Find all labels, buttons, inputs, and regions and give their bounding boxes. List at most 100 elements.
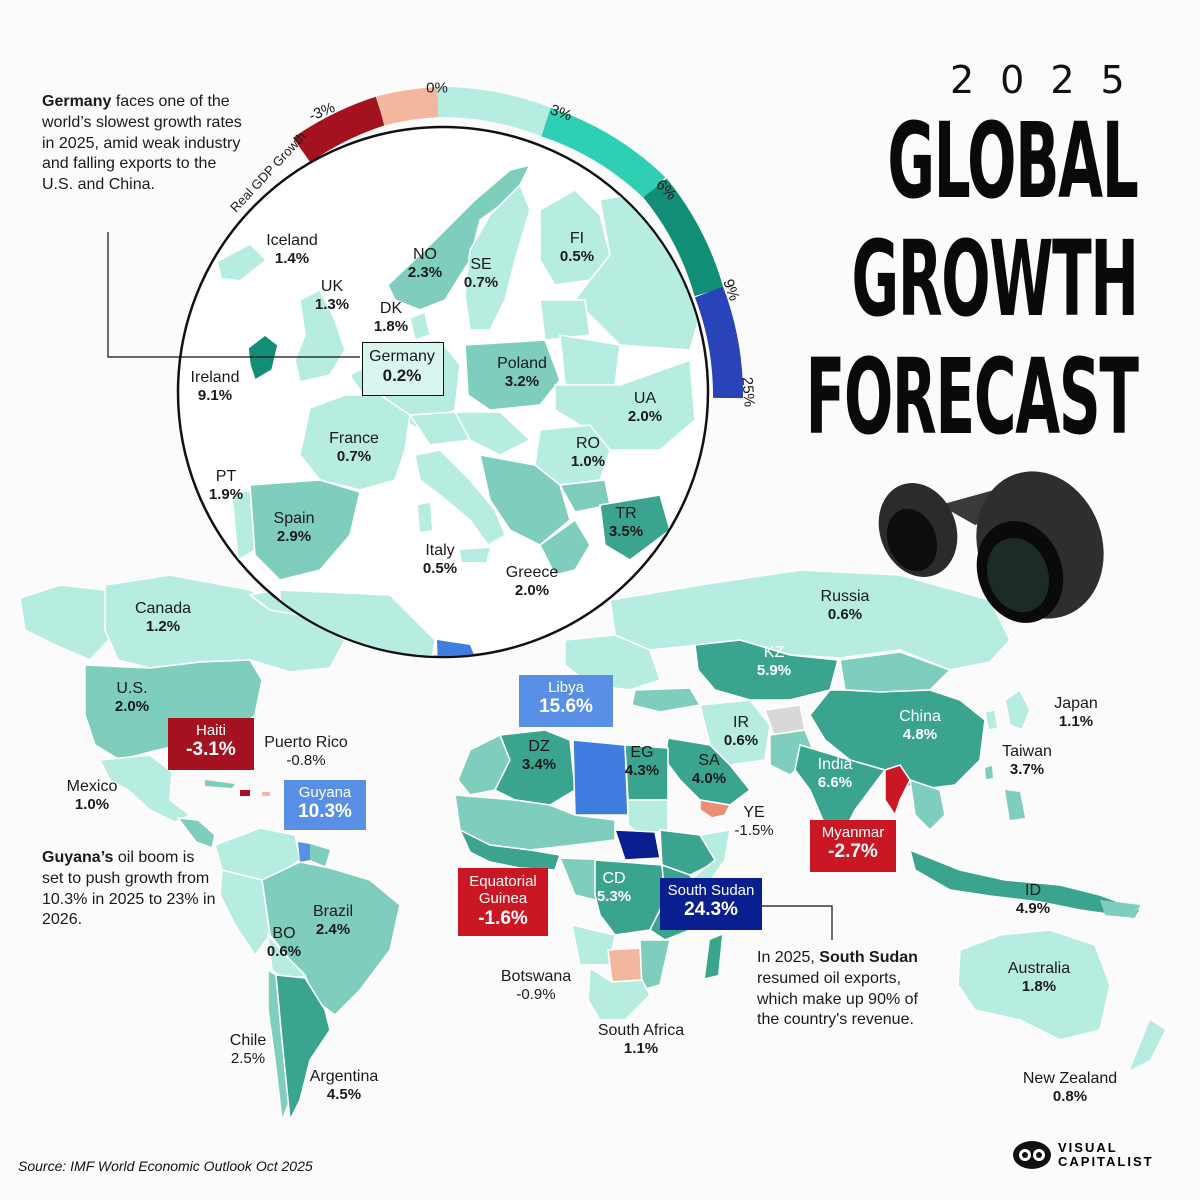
germany-note-bold: Germany <box>42 93 112 110</box>
label-turkey: TR 3.5% <box>608 505 644 541</box>
country-taiwan <box>985 766 993 779</box>
libya-tag: Libya 15.6% <box>519 675 613 727</box>
label-ireland: Ireland 9.1% <box>190 369 240 405</box>
title-line-3: FORECAST <box>805 336 1139 458</box>
legend-arc <box>293 86 744 399</box>
country-japan <box>1004 688 1031 731</box>
eurasia <box>564 569 1142 919</box>
label-mexico: Mexico 1.0% <box>66 778 118 814</box>
label-canada: Canada 1.2% <box>134 600 192 636</box>
country-png <box>1100 900 1140 918</box>
label-argentina: Argentina 4.5% <box>309 1068 379 1104</box>
label-norway: NO 2.3% <box>407 246 443 282</box>
guyana-tag: Guyana 10.3% <box>284 780 366 830</box>
inset-balkans <box>479 454 571 546</box>
country-suriname <box>310 844 330 866</box>
label-iran: IR 0.6% <box>723 714 759 750</box>
country-south-africa <box>587 966 651 1021</box>
oceania <box>957 900 1165 1070</box>
brand-line-1: VISUAL <box>1058 1140 1118 1156</box>
label-iceland: Iceland 1.4% <box>266 232 318 268</box>
legend-tick-25: 25% <box>738 376 758 408</box>
label-uk: UK 1.3% <box>314 278 350 314</box>
label-portugal: PT 1.9% <box>208 468 244 504</box>
label-india: India 6.6% <box>817 756 853 792</box>
country-peru <box>219 869 271 957</box>
haiti-tag: Haiti -3.1% <box>168 718 254 770</box>
label-finland: FI 0.5% <box>559 230 595 266</box>
country-new-zealand <box>1130 1020 1165 1070</box>
country-philippines <box>1005 790 1025 820</box>
country-myanmar <box>884 764 911 817</box>
country-canada <box>104 574 347 673</box>
label-australia: Australia 1.8% <box>1007 960 1071 996</box>
label-kazakhstan: KZ 5.9% <box>756 644 792 680</box>
myanmar-tag: Myanmar -2.7% <box>810 820 896 872</box>
label-romania: RO 1.0% <box>570 435 606 471</box>
title-year: 2025 <box>950 58 1151 102</box>
label-bolivia: BO 0.6% <box>266 925 302 961</box>
label-sweden: SE 0.7% <box>463 256 499 292</box>
label-spain: Spain 2.9% <box>273 510 315 546</box>
germany-leader-line <box>107 232 360 358</box>
inset-uk <box>294 288 346 383</box>
inset-sicily <box>460 548 490 562</box>
south-sudan-tag: South Sudan 24.3% <box>660 878 762 930</box>
inset-denmark <box>409 310 431 341</box>
label-denmark: DK 1.8% <box>373 300 409 336</box>
label-egypt: EG 4.3% <box>624 744 660 780</box>
inset-sardinia <box>418 503 432 532</box>
eq-guinea-tag: Equatorial Guinea -1.6% <box>458 868 548 936</box>
legend-band-high <box>643 178 724 297</box>
guyana-note-text: oil boom is set to push growth from 10.3… <box>42 849 216 929</box>
south-sudan-note-pre: In 2025, <box>757 949 820 966</box>
country-central-america <box>176 817 216 850</box>
inset-italy <box>414 449 506 546</box>
brand-logo: VISUAL CAPITALIST <box>1012 1140 1154 1170</box>
country-mozambique <box>639 939 671 991</box>
visual-capitalist-icon <box>1013 1141 1051 1169</box>
label-us: U.S. 2.0% <box>114 680 150 716</box>
guyana-note-bold: Guyana’s <box>42 849 114 866</box>
country-guyana <box>298 842 310 862</box>
inset-sweden <box>464 183 531 331</box>
legend-band-low <box>437 86 552 137</box>
guyana-note: Guyana’s oil boom is set to push growth … <box>42 848 217 931</box>
brand-line-2: CAPITALIST <box>1058 1154 1154 1169</box>
country-yemen <box>699 799 732 819</box>
title-line-2: GROWTH <box>851 218 1140 340</box>
label-taiwan: Taiwan 3.7% <box>1002 743 1052 779</box>
label-chile: Chile 2.5% <box>229 1032 267 1068</box>
country-turkey-mid <box>631 687 702 713</box>
germany-note: Germany faces one of the world’s slowest… <box>42 92 242 196</box>
country-alaska <box>19 584 119 661</box>
label-france: France 0.7% <box>329 430 379 466</box>
inset-libya <box>437 640 480 656</box>
source-text: Source: IMF World Economic Outlook Oct 2… <box>18 1158 313 1174</box>
label-italy: Italy 0.5% <box>422 542 458 578</box>
south-sudan-note-text: resumed oil exports, which make up 90% o… <box>757 969 918 1029</box>
africa <box>454 729 731 1021</box>
label-ukraine: UA 2.0% <box>627 390 663 426</box>
legend-band-negative-strong <box>293 96 386 163</box>
label-germany: Germany 0.2% <box>369 348 435 386</box>
leader-lines <box>107 232 833 940</box>
inset-turkey <box>599 494 671 561</box>
country-south-sudan <box>613 829 661 861</box>
south-sudan-leader-line <box>760 905 833 940</box>
legend-band-negative-mild <box>376 87 440 126</box>
country-west-africa <box>458 828 561 871</box>
label-botswana: Botswana -0.9% <box>500 968 572 1004</box>
label-yemen: YE -1.5% <box>734 804 774 840</box>
label-saudi: SA 4.0% <box>691 752 727 788</box>
germany-note-text: faces one of the world’s slowest growth … <box>42 93 242 194</box>
label-puerto-rico: Puerto Rico -0.8% <box>264 734 348 770</box>
inset-greece <box>539 518 591 576</box>
label-algeria: DZ 3.4% <box>521 738 557 774</box>
country-china <box>809 689 986 791</box>
binoculars-left-lens <box>886 508 938 572</box>
germany-callout-box <box>362 342 444 396</box>
label-greece: Greece 2.0% <box>505 564 559 600</box>
label-china: China 4.8% <box>899 708 941 744</box>
